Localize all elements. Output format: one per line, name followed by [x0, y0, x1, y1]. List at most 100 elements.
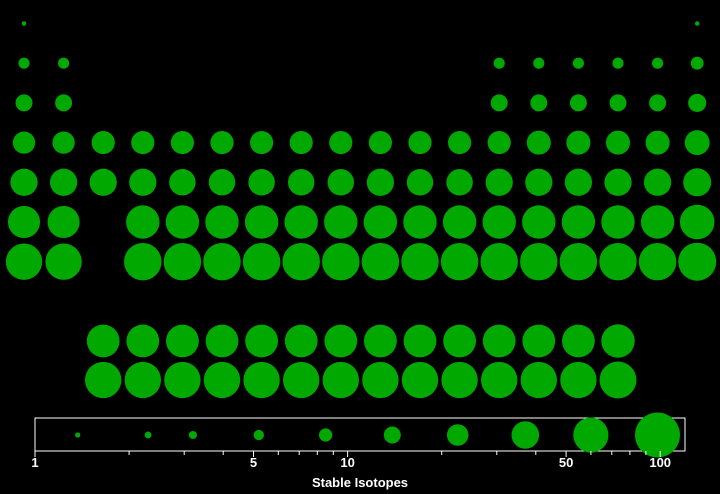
element-point — [131, 131, 155, 155]
element-point — [329, 131, 353, 155]
element-point — [406, 169, 434, 196]
element-point — [91, 131, 115, 155]
element-point — [49, 168, 78, 196]
f-block-point — [601, 324, 635, 358]
element-point — [493, 57, 505, 69]
f-block-point — [562, 324, 595, 358]
element-point — [408, 131, 432, 155]
element-point — [45, 243, 82, 280]
element-point — [58, 57, 70, 69]
f-block-grid — [85, 324, 637, 399]
f-block-point — [283, 361, 320, 399]
element-point — [561, 205, 596, 239]
f-block-point — [481, 361, 518, 399]
f-block-point — [362, 361, 399, 399]
element-point — [559, 242, 598, 281]
f-block-point — [205, 324, 239, 358]
element-point — [126, 205, 160, 239]
f-block-point — [324, 324, 358, 358]
element-point — [609, 94, 627, 112]
element-point — [526, 130, 551, 155]
element-point — [569, 94, 587, 112]
legend-frame — [34, 417, 686, 452]
element-point — [12, 131, 36, 154]
element-point — [55, 94, 73, 112]
element-point — [649, 94, 667, 112]
legend-tick-labels: 1 5 10 50 100 — [31, 455, 671, 470]
element-point — [690, 56, 704, 70]
f-block-point — [364, 324, 397, 358]
element-point — [368, 131, 392, 155]
legend-ticks — [34, 451, 661, 457]
f-block-point — [284, 324, 318, 358]
element-point — [643, 168, 672, 196]
element-point — [163, 242, 202, 281]
element-point — [525, 168, 553, 196]
element-point — [605, 130, 631, 155]
legend-tick-label: 1 — [31, 455, 38, 470]
legend-sample-point — [635, 412, 680, 458]
element-point — [322, 242, 360, 281]
element-point — [530, 94, 548, 112]
element-point — [566, 130, 591, 155]
f-block-point — [322, 361, 359, 399]
element-point — [645, 130, 670, 155]
legend-sample-point — [383, 426, 401, 444]
element-point — [10, 168, 38, 196]
element-point — [446, 169, 473, 196]
element-point — [533, 57, 545, 69]
element-point — [244, 205, 279, 239]
element-point — [282, 242, 320, 281]
f-block-point — [441, 361, 478, 399]
element-point — [490, 94, 508, 112]
element-point — [361, 242, 400, 281]
element-point — [124, 242, 162, 281]
f-block-point — [245, 324, 278, 358]
element-point — [684, 130, 710, 156]
element-point — [401, 242, 439, 281]
element-point — [169, 169, 196, 196]
f-block-point — [166, 324, 199, 358]
f-block-point — [520, 361, 557, 399]
element-point — [15, 94, 33, 112]
f-block-point — [243, 361, 280, 399]
element-point — [652, 57, 664, 69]
element-point — [7, 205, 41, 239]
legend-tick-label: 10 — [340, 455, 354, 470]
element-point — [520, 242, 558, 281]
legend-sample-point — [75, 432, 81, 438]
element-point — [599, 242, 637, 281]
f-block-point — [403, 324, 437, 358]
element-point — [612, 57, 624, 69]
f-block-point — [560, 361, 597, 399]
legend-sample-point — [318, 428, 333, 442]
element-point — [170, 131, 194, 155]
element-point — [440, 242, 479, 281]
element-point — [248, 169, 275, 196]
f-block-point — [126, 324, 160, 358]
element-point — [165, 205, 200, 239]
legend-sample-point — [573, 417, 609, 453]
element-point — [287, 169, 315, 196]
element-point — [250, 131, 274, 155]
element-point — [208, 169, 236, 196]
element-point — [604, 168, 632, 196]
element-point — [679, 204, 715, 240]
element-point — [683, 168, 712, 197]
f-block-point — [203, 361, 241, 399]
element-point — [638, 242, 677, 281]
element-point — [522, 205, 556, 239]
f-block-point — [401, 361, 439, 399]
element-point — [18, 57, 30, 69]
f-block-point — [85, 361, 122, 399]
element-point — [688, 93, 707, 112]
element-point — [442, 205, 477, 239]
legend-sample-point — [511, 421, 540, 449]
element-point — [640, 205, 675, 239]
f-block-point — [86, 324, 120, 358]
element-point — [403, 205, 437, 239]
legend-sample-point — [446, 424, 469, 446]
element-point — [678, 242, 717, 281]
element-point — [210, 131, 234, 155]
